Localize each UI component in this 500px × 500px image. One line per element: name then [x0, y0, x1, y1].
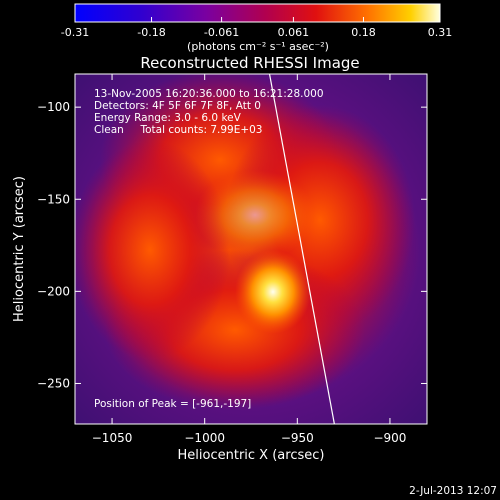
annotation-energy: Energy Range: 3.0 - 6.0 keV: [94, 112, 242, 124]
y-tick-label: −150: [37, 192, 70, 206]
colorbar-tick-label: 0.18: [351, 26, 376, 39]
footer-date: 2-Jul-2013 12:07: [409, 485, 497, 497]
colorbar-tick-label: 0.061: [278, 26, 310, 39]
y-axis-label: Heliocentric Y (arcsec): [12, 176, 27, 322]
x-tick-label: −950: [281, 431, 314, 445]
plot-frame: [74, 73, 428, 425]
colorbar: [74, 3, 441, 23]
emission-secondary: [195, 170, 315, 260]
chart-title: Reconstructed RHESSI Image: [140, 54, 359, 72]
x-tick-label: −900: [373, 431, 406, 445]
x-axis-label: Heliocentric X (arcsec): [178, 448, 325, 463]
y-tick-label: −200: [37, 284, 70, 298]
y-tick-label: −250: [37, 376, 70, 390]
y-axis-ticks: −100 −150 −200 −250: [37, 100, 427, 390]
colorbar-tick-label: 0.31: [428, 26, 453, 39]
annotation-counts: Clean Total counts: 7.99E+03: [94, 124, 263, 136]
peak-position-label: Position of Peak = [-961,-197]: [94, 398, 251, 410]
x-tick-label: −1000: [184, 431, 225, 445]
annotation-detectors: Detectors: 4F 5F 6F 7F 8F, Att 0: [94, 100, 261, 112]
annotation-time: 13-Nov-2005 16:20:36.000 to 16:21:28.000: [94, 88, 324, 100]
x-axis-ticks: −1050 −1000 −950 −900: [92, 74, 406, 445]
colorbar-tick-label: -0.061: [204, 26, 239, 39]
colorbar-tick-label: -0.31: [61, 26, 89, 39]
emission-peak: [234, 249, 311, 334]
emission-lobe-left: [75, 140, 230, 360]
solar-limb-line: [268, 74, 335, 424]
colorbar-units: (photons cm⁻² s⁻¹ asec⁻²): [187, 40, 329, 53]
x-tick-label: −1050: [92, 431, 133, 445]
heatmap-image: [75, 74, 427, 424]
y-tick-label: −100: [37, 100, 70, 114]
colorbar-tick-label: -0.18: [137, 26, 165, 39]
colorbar-ticks: -0.31 -0.18 -0.061 0.061 0.18 0.31: [61, 17, 452, 39]
